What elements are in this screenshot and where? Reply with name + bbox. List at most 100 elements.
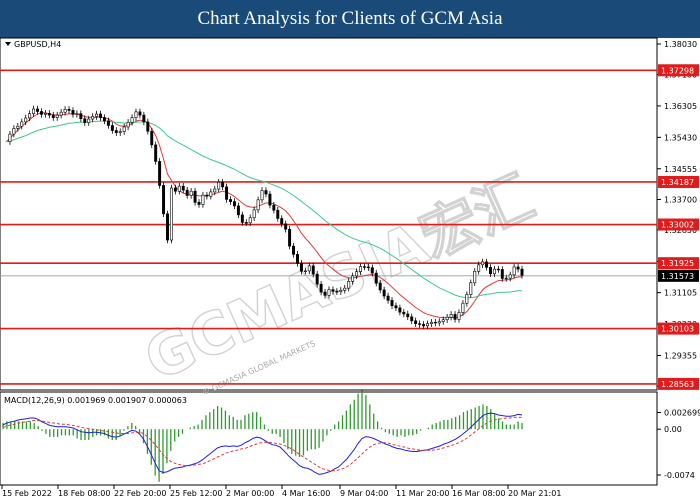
time-axis-label: 4 Mar 16:00 <box>282 489 330 498</box>
candle-body <box>169 187 173 241</box>
candle-body <box>307 265 311 272</box>
title-banner: Chart Analysis for Clients of GCM Asia <box>0 0 700 38</box>
candle-body <box>422 324 425 327</box>
candle-body <box>315 273 319 285</box>
time-axis-label: 11 Mar 20:00 <box>396 489 449 498</box>
candle-body <box>512 266 516 276</box>
macd-label: MACD(12,26,9) 0.001969 0.001907 0.000063 <box>4 396 187 405</box>
candle-body <box>197 202 201 205</box>
candle-body <box>433 321 437 324</box>
candle-body <box>177 185 181 192</box>
candle-body <box>331 289 335 292</box>
candle-body <box>311 265 315 275</box>
macd-panel <box>0 391 658 486</box>
candle-body <box>280 218 284 225</box>
candle-body <box>492 268 496 275</box>
candle-body <box>335 291 339 293</box>
macd-line <box>2 412 523 475</box>
candle-body <box>394 305 398 309</box>
candle-body <box>232 201 236 207</box>
candle-body <box>268 193 272 206</box>
candle-body <box>323 291 327 296</box>
level-label: 1.28563 <box>661 380 694 389</box>
candle-body <box>489 267 492 275</box>
candle-body <box>248 217 252 224</box>
candle-body <box>205 194 209 197</box>
candle-body <box>264 190 268 195</box>
level-label: 1.30103 <box>661 325 694 334</box>
candle-body <box>55 114 59 118</box>
moving-average-line-2 <box>5 120 522 299</box>
price-layer <box>0 69 657 385</box>
candle-body <box>374 272 378 284</box>
candle-body <box>398 307 402 313</box>
symbol-label: GBPUSD,H4 <box>14 40 61 49</box>
candle-body <box>229 199 232 202</box>
dropdown-triangle-icon[interactable] <box>5 42 11 46</box>
candle-body <box>355 271 359 277</box>
candle-body <box>8 133 12 142</box>
candle-body <box>319 283 323 293</box>
candle-body <box>130 117 134 123</box>
axis-layer: 1.380301.371801.363051.354301.345551.337… <box>1 40 700 498</box>
candle-body <box>260 190 264 201</box>
candle-body <box>91 116 95 120</box>
candle-body <box>327 289 331 296</box>
candle-body <box>32 108 36 114</box>
candle-body <box>343 287 347 291</box>
candle-body <box>382 289 386 297</box>
current-price-badge <box>658 269 699 282</box>
time-axis-label: 15 Feb 2022 <box>2 489 52 498</box>
candle-body <box>496 268 500 271</box>
candle-body <box>209 191 213 197</box>
candle-body <box>256 199 260 211</box>
candle-body <box>217 181 221 190</box>
macd-axis-label: 0.002699 <box>664 408 700 417</box>
candle-body <box>236 205 240 216</box>
candle-body <box>126 121 130 128</box>
level-badge <box>658 175 699 188</box>
candle-body <box>500 269 504 279</box>
candle-body <box>418 323 422 325</box>
candle-body <box>359 266 362 272</box>
candle-body <box>99 113 103 118</box>
level-badge <box>658 377 699 390</box>
level-label: 1.33002 <box>661 221 694 230</box>
candle-body <box>240 214 244 223</box>
candle-body <box>110 125 114 131</box>
level-label: 1.34187 <box>661 178 694 187</box>
current-price-label: 1.31573 <box>661 272 694 281</box>
price-axis-label: 1.29355 <box>664 351 697 360</box>
price-axis-label: 1.36305 <box>664 102 697 111</box>
candle-body <box>59 111 63 116</box>
candle-body <box>39 111 43 115</box>
candle-body <box>173 187 177 192</box>
time-axis-label: 16 Mar 08:00 <box>452 489 505 498</box>
candle-body <box>299 263 303 272</box>
time-axis-label: 2 Mar 00:00 <box>226 489 274 498</box>
candle-body <box>221 181 225 188</box>
candle-body <box>378 282 382 291</box>
page-title: Chart Analysis for Clients of GCM Asia <box>197 8 503 29</box>
level-badge <box>658 218 699 231</box>
macd-layer <box>2 390 523 482</box>
candle-body <box>134 111 138 118</box>
candle-body <box>118 131 122 133</box>
candle-body <box>36 108 39 112</box>
candle-body <box>366 266 370 269</box>
candle-body <box>351 275 355 282</box>
candle-body <box>43 112 47 115</box>
candle-body <box>213 188 217 193</box>
candle-body <box>339 289 343 293</box>
candle-body <box>225 186 229 200</box>
candle-body <box>296 254 299 264</box>
price-axis-label: 1.33700 <box>664 195 697 204</box>
candle-body <box>158 161 162 186</box>
candle-body <box>437 321 441 324</box>
time-axis-label: 20 Mar 21:01 <box>508 489 561 498</box>
candle-body <box>457 312 461 320</box>
macd-axis-label: -0.0074 <box>664 471 695 480</box>
candle-body <box>138 111 142 116</box>
candle-body <box>122 126 126 132</box>
